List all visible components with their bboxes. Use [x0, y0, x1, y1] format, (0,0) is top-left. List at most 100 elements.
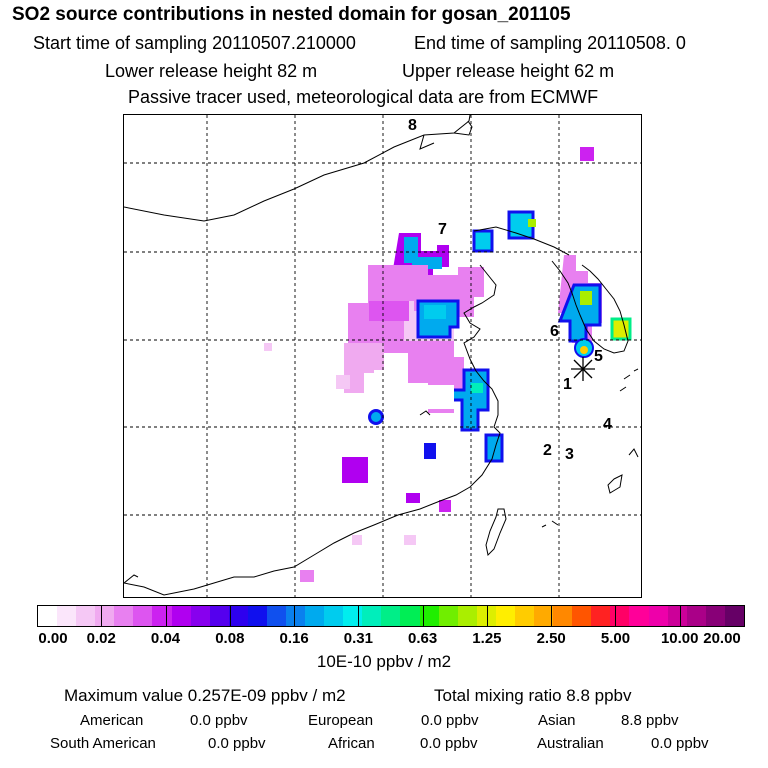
- colorbar-tick-label: 2.50: [536, 630, 566, 647]
- plume-patch: [424, 305, 446, 319]
- plume-patch: [374, 370, 390, 388]
- colorbar-swatch: [171, 606, 191, 626]
- colorbar-swatch: [610, 606, 630, 626]
- asian-label: Asian: [538, 712, 576, 729]
- colorbar-swatch: [152, 606, 172, 626]
- colorbar-swatch: [667, 606, 687, 626]
- colorbar-tick: [229, 605, 231, 627]
- colorbar-swatch: [133, 606, 153, 626]
- australian-value: 0.0 ppbv: [651, 735, 709, 752]
- colorbar-tick-label: 0.08: [215, 630, 245, 647]
- colorbar-tick-label: 20.00: [703, 630, 741, 647]
- concentration-field: [264, 147, 632, 582]
- colorbar-tick-label: 0.63: [408, 630, 438, 647]
- colorbar-swatch: [190, 606, 210, 626]
- european-value: 0.0 ppbv: [421, 712, 479, 729]
- plume-patch: [424, 385, 454, 409]
- colorbar-swatch: [534, 606, 554, 626]
- colorbar-tick: [422, 605, 424, 627]
- colorbar-tick: [37, 605, 38, 627]
- colorbar-swatch: [343, 606, 363, 626]
- colorbar-swatch: [648, 606, 668, 626]
- plume-patch: [404, 237, 442, 269]
- colorbar-swatch: [553, 606, 573, 626]
- european-label: European: [308, 712, 374, 729]
- colorbar-tick: [615, 605, 617, 627]
- source-label: 7: [438, 221, 447, 238]
- upper-release-height: Upper release height 62 m: [402, 61, 615, 81]
- plume-patch: [369, 301, 409, 321]
- receptor-star-icon: [571, 357, 595, 381]
- colorbar-swatch: [591, 606, 611, 626]
- colorbar-swatch: [95, 606, 115, 626]
- start-time: Start time of sampling 20110507.210000: [33, 33, 356, 53]
- colorbar-tick-label: 5.00: [600, 630, 631, 647]
- figure-title: SO2 source contributions in nested domai…: [12, 4, 571, 25]
- colorbar-swatch: [705, 606, 725, 626]
- maximum-value: Maximum value 0.257E-09 ppbv / m2: [64, 686, 346, 705]
- plume-patch: [484, 433, 504, 463]
- source-label: 1: [563, 376, 572, 393]
- colorbar-swatch: [724, 606, 744, 626]
- plume-patch: [507, 210, 535, 240]
- source-label: 3: [565, 446, 574, 463]
- colorbar-swatch: [266, 606, 287, 626]
- source-label: 8: [408, 117, 417, 134]
- colorbar-unit: 10E-10 ppbv / m2: [316, 652, 452, 671]
- colorbar-tick-label: 10.00: [660, 630, 699, 647]
- tracer-note: Passive tracer used, meteorological data…: [128, 87, 599, 107]
- colorbar-tick: [551, 605, 553, 627]
- colorbar-tick-label: 0.31: [343, 630, 373, 647]
- american-label: American: [80, 712, 144, 729]
- colorbar-swatch: [324, 606, 344, 626]
- source-label: 6: [550, 323, 559, 340]
- colorbar-swatch: [76, 606, 96, 626]
- coastlines: [124, 115, 639, 596]
- lower-release-height: Lower release height 82 m: [105, 61, 318, 81]
- colorbar-swatch: [419, 606, 439, 626]
- colorbar-swatch: [362, 606, 382, 626]
- colorbar-swatch: [381, 606, 401, 626]
- colorbar-tick: [486, 605, 488, 627]
- african-value: 0.0 ppbv: [420, 735, 478, 752]
- map-panel: [123, 114, 642, 598]
- colorbar-swatch: [114, 606, 134, 626]
- colorbar-swatch: [457, 606, 477, 626]
- colorbar-swatch: [247, 606, 267, 626]
- african-label: African: [328, 735, 375, 752]
- colorbar-swatch: [686, 606, 706, 626]
- asian-value: 8.8 ppbv: [621, 712, 679, 729]
- colorbar-tick-label: 0.04: [150, 630, 181, 647]
- colorbar-tick-label: 0.16: [279, 630, 309, 647]
- colorbar-swatch: [228, 606, 248, 626]
- graticule: [124, 115, 641, 597]
- plume-patch: [472, 229, 494, 253]
- american-value: 0.0 ppbv: [190, 712, 248, 729]
- source-label: 2: [543, 442, 552, 459]
- colorbar-tick-label: 1.25: [472, 630, 502, 647]
- colorbar-swatch: [209, 606, 229, 626]
- total-mixing-ratio: Total mixing ratio 8.8 ppbv: [434, 686, 632, 705]
- colorbar-swatch: [305, 606, 325, 626]
- colorbar-swatch: [438, 606, 458, 626]
- south-american-label: South American: [50, 735, 156, 752]
- end-time: End time of sampling 20110508. 0: [414, 33, 686, 53]
- south-american-value: 0.0 ppbv: [208, 735, 266, 752]
- colorbar-swatch: [514, 606, 535, 626]
- colorbar-tick: [294, 605, 296, 627]
- colorbar-swatch: [38, 606, 58, 626]
- australian-label: Australian: [537, 735, 604, 752]
- colorbar-tick: [679, 605, 681, 627]
- colorbar-swatch: [57, 606, 77, 626]
- colorbar-swatch: [495, 606, 515, 626]
- colorbar-tick-label: 0.00: [38, 630, 68, 647]
- plume-patch: [342, 457, 368, 483]
- colorbar-swatch: [476, 606, 496, 626]
- plume-patch: [424, 443, 436, 459]
- colorbar: [37, 605, 745, 627]
- colorbar-tick: [165, 605, 167, 627]
- colorbar-swatch: [572, 606, 592, 626]
- colorbar-tick-label: 0.02: [86, 630, 116, 647]
- colorbar-tick: [101, 605, 103, 627]
- map-canvas: [124, 115, 641, 597]
